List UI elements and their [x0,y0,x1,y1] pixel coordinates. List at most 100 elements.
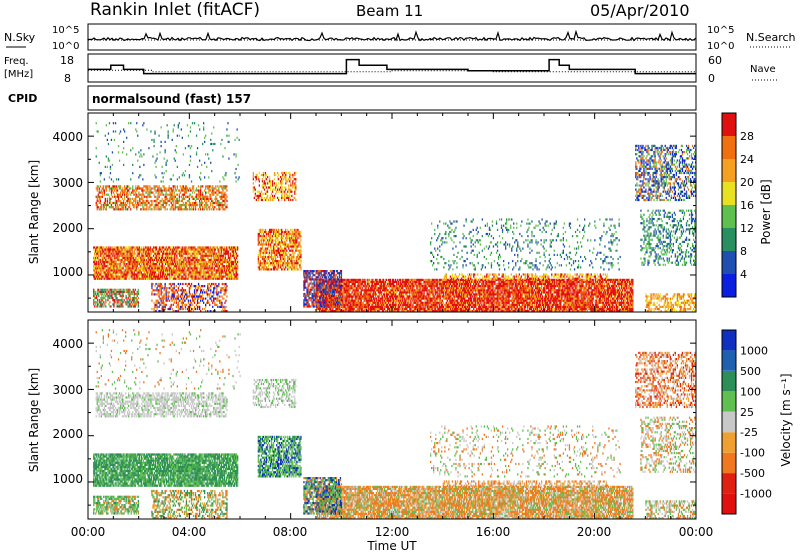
range-gate-cell [116,271,118,274]
range-gate-cell [98,275,100,278]
range-gate-cell [278,243,280,246]
range-gate-cell [293,245,295,248]
range-gate-cell [131,191,133,194]
range-gate-cell [128,199,130,203]
range-gate-cell [149,204,151,207]
range-gate-cell [124,195,126,198]
range-gate-cell [128,305,130,308]
range-gate-cell [218,189,220,192]
range-gate-cell [191,295,194,298]
range-gate-cell [259,253,262,256]
range-gate-cell [164,275,166,278]
range-gate-cell [192,246,194,249]
range-gate-cell [182,248,184,251]
range-gate-cell [131,265,133,268]
range-gate-cell [147,258,150,262]
range-gate-cell [128,301,130,304]
range-gate-cell [269,196,272,199]
range-gate-cell [264,182,267,185]
range-gate-cell [111,292,113,296]
range-gate-cell [275,253,277,256]
range-gate-cell [223,297,225,300]
range-gate-cell [208,185,210,188]
range-gate-cell [216,260,218,264]
range-gate-cell [129,204,131,207]
range-gate-cell [216,248,218,251]
range-gate-cell [164,189,166,192]
range-gate-cell [258,239,260,242]
range-gate-cell [200,189,202,192]
range-gate-cell [94,256,96,259]
range-gate-cell [140,201,142,205]
range-gate-cell [161,310,163,312]
range-gate-cell [231,263,234,266]
range-gate-cell [230,248,233,251]
range-gate-cell [212,187,214,190]
range-gate-cell [222,277,225,280]
range-gate-cell [150,263,153,266]
range-gate-cell [133,191,135,194]
range-gate-cell [167,254,169,257]
range-gate-cell [153,258,156,262]
range-gate-cell [275,235,277,238]
range-gate-cell [168,185,170,188]
range-gate-cell [130,263,132,266]
range-gate-cell [150,189,152,192]
range-gate-cell [155,267,158,270]
range-gate-cell [165,269,167,272]
range-gate-cell [201,199,203,203]
range-gate-cell [202,206,204,209]
range-gate-cell [174,263,176,266]
range-gate-cell [132,197,134,200]
range-gate-cell [285,186,287,189]
range-gate-cell [220,267,222,270]
range-gate-cell [252,190,254,193]
range-gate-cell [98,201,100,205]
range-gate-cell [185,258,187,262]
range-gate-cell [172,246,174,249]
range-gate-cell [293,260,295,263]
range-gate-cell [107,292,109,296]
range-gate-cell [237,246,239,249]
range-gate-cell [272,262,275,265]
range-gate-cell [194,252,196,255]
range-gate-cell [115,273,117,276]
range-gate-cell [135,299,137,302]
range-gate-cell [125,277,127,280]
range-gate-cell [117,275,119,278]
range-gate-cell [300,245,302,248]
range-gate-cell [186,265,188,268]
range-gate-cell [203,273,205,276]
range-gate-cell [192,252,194,255]
range-gate-cell [95,269,97,272]
range-gate-cell [234,263,237,266]
range-gate-cell [285,245,287,248]
range-gate-cell [147,187,149,190]
range-gate-cell [211,277,213,280]
range-gate-cell [119,277,121,280]
range-gate-cell [95,187,97,190]
range-gate-cell [144,269,146,272]
range-gate-cell [180,271,182,274]
range-gate-cell [327,307,329,311]
range-gate-cell [261,264,264,267]
range-gate-cell [195,295,198,298]
range-gate-cell [145,185,147,188]
range-gate-cell [169,195,171,198]
range-gate-cell [101,297,103,300]
range-gate-cell [105,295,107,298]
range-gate-cell [213,256,215,259]
range-gate-cell [127,187,129,190]
range-gate-cell [225,252,228,255]
range-gate-cell [156,250,159,253]
range-gate-cell [109,206,112,209]
range-gate-cell [95,271,97,274]
range-gate-cell [180,273,182,276]
range-gate-cell [95,263,97,266]
range-gate-cell [209,295,211,298]
range-gate-cell [348,291,350,294]
range-gate-cell [93,295,95,298]
range-gate-cell [266,194,269,197]
range-gate-cell [125,297,127,300]
range-gate-cell [209,197,211,200]
